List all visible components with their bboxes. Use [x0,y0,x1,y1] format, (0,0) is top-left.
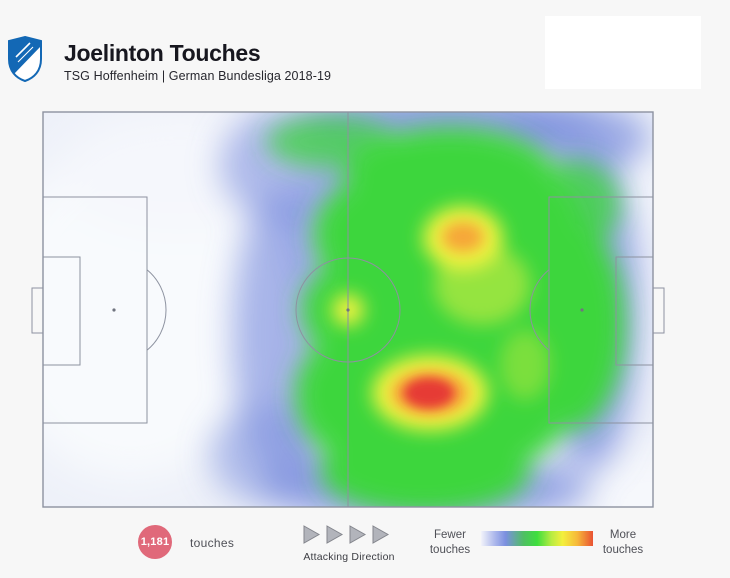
attacking-direction-arrows-icon [303,525,390,544]
attacking-direction-label: Attacking Direction [303,551,395,563]
header: Joelinton Touches TSG Hoffenheim | Germa… [64,40,331,83]
legend-more-label: More touches [602,529,644,556]
pitch-heatmap-chart [30,110,670,510]
pitch-heatmap-svg [31,111,665,508]
heatmap-layer [43,112,653,507]
legend-fewer-label: Fewer touches [429,529,471,556]
heat-scale-gradient [481,531,593,546]
blank-white-panel [545,16,701,89]
touches-count-badge: 1,181 [138,525,172,559]
page-subtitle: TSG Hoffenheim | German Bundesliga 2018-… [64,69,332,83]
touches-label: touches [190,536,235,550]
pitch-markings [31,111,665,508]
page-title: Joelinton Touches [64,40,261,66]
touches-count: 1,181 [140,536,170,548]
club-crest-icon [8,35,42,83]
